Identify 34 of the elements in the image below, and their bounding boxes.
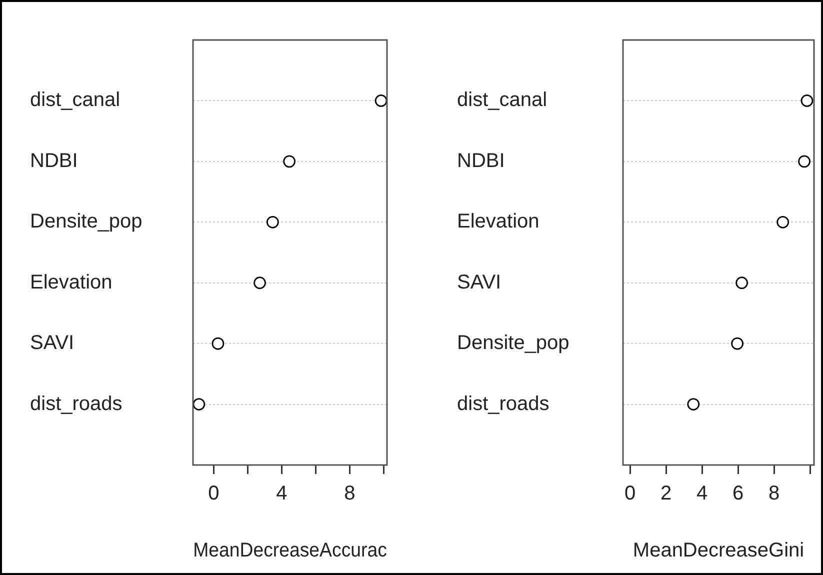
x-tick-label: 2 (660, 482, 672, 505)
point (736, 276, 748, 290)
point (254, 276, 266, 290)
point (687, 398, 700, 410)
point (266, 216, 279, 228)
y-tick-label: dist_canal (30, 89, 120, 112)
y-tick-label: Elevation (30, 271, 112, 294)
x-tick-label: 0 (208, 482, 220, 505)
point (731, 337, 744, 350)
x-tick-label: 8 (344, 482, 356, 505)
point (798, 155, 810, 168)
y-tick-label: dist_roads (30, 392, 122, 415)
x-tick-label: 4 (696, 482, 708, 505)
y-tick-label: SAVI (457, 271, 502, 294)
x-tick-label: 6 (732, 482, 744, 505)
x-axis-title: MeanDecreaseAccurac (193, 538, 388, 562)
y-tick-label: dist_canal (457, 89, 548, 112)
x-tick-label: 0 (624, 482, 636, 505)
y-tick-label: NDBI (30, 150, 78, 172)
x-tick-label: 4 (276, 482, 288, 505)
point (776, 216, 790, 228)
y-tick-label: Elevation (457, 210, 540, 233)
point (800, 94, 814, 107)
y-tick-label: Densite_pop (30, 210, 142, 233)
point (193, 398, 206, 410)
y-tick-label: SAVI (30, 332, 74, 354)
point (283, 155, 296, 168)
point (374, 94, 387, 107)
y-tick-label: dist_roads (457, 392, 550, 415)
x-axis-title: MeanDecreaseGini (632, 540, 804, 562)
y-tick-label: Densite_pop (457, 332, 570, 354)
point (212, 337, 224, 350)
x-tick-label: 8 (768, 482, 780, 505)
y-tick-label: NDBI (457, 150, 505, 172)
